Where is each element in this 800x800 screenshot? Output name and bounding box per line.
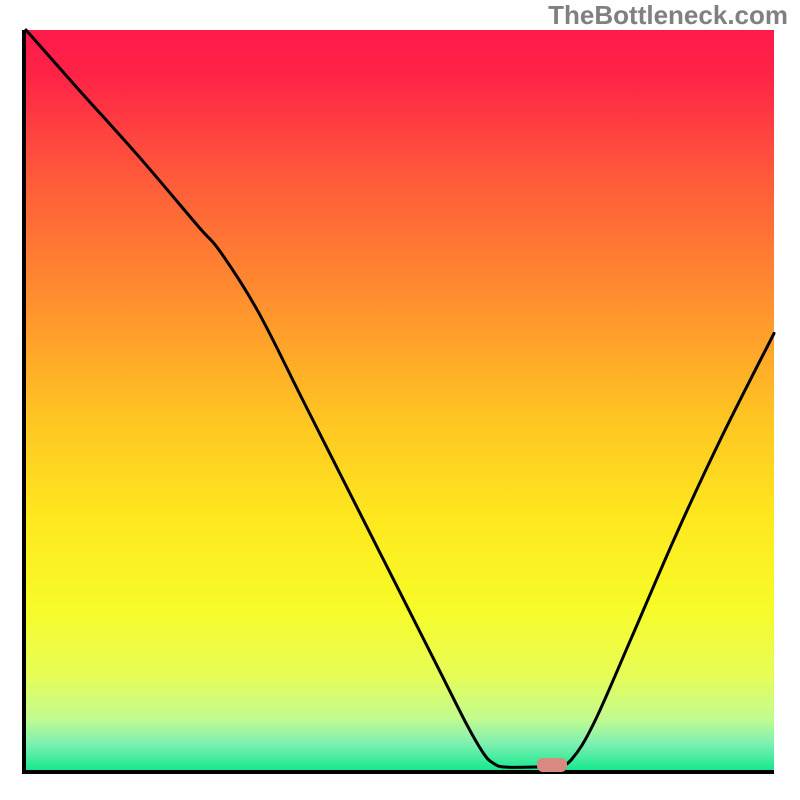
chart-container: TheBottleneck.com bbox=[0, 0, 800, 800]
bottleneck-curve bbox=[0, 0, 800, 800]
optimum-marker bbox=[537, 758, 567, 772]
